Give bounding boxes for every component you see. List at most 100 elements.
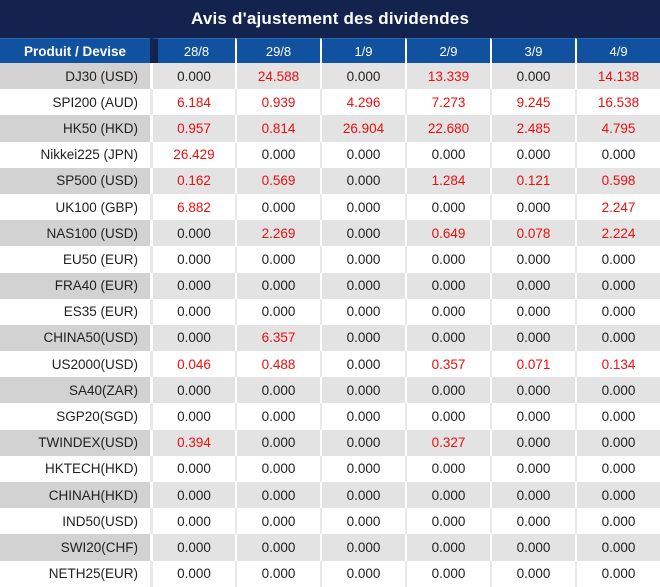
value-cell: 0.957 xyxy=(150,115,235,142)
product-cell: CHINA50(USD) xyxy=(0,324,150,352)
column-header-row: Produit / Devise 28/8 29/8 1/9 2/9 3/9 4/9 xyxy=(0,38,660,63)
value-cell: 0.000 xyxy=(150,246,235,273)
page-title: Avis d'ajustement des dividendes xyxy=(0,0,660,38)
value-cell: 0.000 xyxy=(490,193,575,221)
value-cell: 0.000 xyxy=(235,193,320,221)
value-cell: 0.000 xyxy=(150,534,235,561)
value-cell: 0.000 xyxy=(150,272,235,299)
value-cell: 0.000 xyxy=(405,560,490,587)
value-cell: 26.429 xyxy=(150,141,235,168)
value-cell: 0.000 xyxy=(320,324,405,352)
value-cell: 0.000 xyxy=(235,482,320,509)
value-cell: 0.000 xyxy=(320,534,405,561)
value-cell: 0.000 xyxy=(575,403,660,430)
value-cell: 0.488 xyxy=(235,351,320,378)
value-cell: 0.121 xyxy=(490,167,575,194)
value-cell: 0.000 xyxy=(405,193,490,221)
value-cell: 0.000 xyxy=(320,141,405,168)
value-cell: 0.000 xyxy=(490,429,575,456)
table-row: FRA40 (EUR) 0.000 0.000 0.000 0.000 0.000 0.00… xyxy=(0,272,660,299)
value-cell: 2.485 xyxy=(490,115,575,142)
value-cell: 0.000 xyxy=(150,508,235,535)
value-cell: 0.000 xyxy=(320,272,405,299)
value-cell: 9.245 xyxy=(490,89,575,116)
value-cell: 0.000 xyxy=(150,298,235,325)
value-cell: 0.000 xyxy=(575,141,660,168)
value-cell: 0.000 xyxy=(575,482,660,509)
column-header-date: 3/9 xyxy=(490,38,575,63)
value-cell: 0.000 xyxy=(575,455,660,482)
column-header-date: 2/9 xyxy=(405,38,490,63)
value-cell: 0.000 xyxy=(575,377,660,404)
value-cell: 0.000 xyxy=(235,534,320,561)
value-cell: 6.357 xyxy=(235,324,320,352)
value-cell: 0.598 xyxy=(575,167,660,194)
table-row: NETH25(EUR) 0.000 0.000 0.000 0.000 0.000 0.00… xyxy=(0,560,660,587)
value-cell: 0.000 xyxy=(150,377,235,404)
value-cell: 0.000 xyxy=(490,455,575,482)
value-cell: 0.000 xyxy=(320,560,405,587)
value-cell: 6.184 xyxy=(150,89,235,116)
value-cell: 0.000 xyxy=(320,63,405,90)
value-cell: 22.680 xyxy=(405,115,490,142)
value-cell: 0.000 xyxy=(320,220,405,247)
table-row: DJ30 (USD) 0.000 24.588 0.000 13.339 0.000 14.… xyxy=(0,63,660,90)
value-cell: 0.134 xyxy=(575,351,660,378)
value-cell: 0.000 xyxy=(405,534,490,561)
value-cell: 0.649 xyxy=(405,220,490,247)
table-row: HK50 (HKD) 0.957 0.814 26.904 22.680 2.485 4.7… xyxy=(0,115,660,142)
table-row: Nikkei225 (JPN) 26.429 0.000 0.000 0.000 0.00… xyxy=(0,141,660,168)
value-cell: 0.000 xyxy=(405,246,490,273)
value-cell: 0.000 xyxy=(490,63,575,90)
value-cell: 0.162 xyxy=(150,167,235,194)
product-cell: NETH25(EUR) xyxy=(0,560,150,587)
product-cell: CHINAH(HKD) xyxy=(0,482,150,509)
value-cell: 0.000 xyxy=(320,403,405,430)
product-cell: SP500 (USD) xyxy=(0,167,150,194)
value-cell: 0.000 xyxy=(405,298,490,325)
value-cell: 0.000 xyxy=(490,508,575,535)
value-cell: 2.269 xyxy=(235,220,320,247)
table-row: SGP20(SGD) 0.000 0.000 0.000 0.000 0.000 0.000 xyxy=(0,403,660,430)
value-cell: 0.357 xyxy=(405,351,490,378)
value-cell: 0.000 xyxy=(320,429,405,456)
column-header-date: 4/9 xyxy=(575,38,660,63)
product-cell: SGP20(SGD) xyxy=(0,403,150,430)
value-cell: 0.000 xyxy=(320,246,405,273)
value-cell: 0.000 xyxy=(490,377,575,404)
product-cell: SPI200 (AUD) xyxy=(0,89,150,116)
value-cell: 26.904 xyxy=(320,115,405,142)
value-cell: 0.000 xyxy=(235,141,320,168)
value-cell: 0.000 xyxy=(405,508,490,535)
value-cell: 0.000 xyxy=(235,429,320,456)
value-cell: 0.000 xyxy=(405,141,490,168)
product-cell: DJ30 (USD) xyxy=(0,63,150,90)
value-cell: 0.000 xyxy=(575,272,660,299)
product-cell: ES35 (EUR) xyxy=(0,298,150,325)
value-cell: 0.000 xyxy=(490,141,575,168)
value-cell: 0.000 xyxy=(235,246,320,273)
product-cell: NAS100 (USD) xyxy=(0,220,150,247)
value-cell: 0.000 xyxy=(575,534,660,561)
product-cell: FRA40 (EUR) xyxy=(0,272,150,299)
value-cell: 0.000 xyxy=(235,403,320,430)
value-cell: 0.078 xyxy=(490,220,575,247)
value-cell: 0.000 xyxy=(235,560,320,587)
value-cell: 0.000 xyxy=(150,324,235,352)
product-cell: US2000(USD) xyxy=(0,351,150,378)
value-cell: 0.000 xyxy=(320,351,405,378)
product-cell: SA40(ZAR) xyxy=(0,377,150,404)
value-cell: 2.247 xyxy=(575,193,660,221)
value-cell: 0.000 xyxy=(490,324,575,352)
value-cell: 0.000 xyxy=(235,377,320,404)
value-cell: 4.795 xyxy=(575,115,660,142)
value-cell: 0.000 xyxy=(235,272,320,299)
value-cell: 0.394 xyxy=(150,429,235,456)
table-row: CHINA50(USD) 0.000 6.357 0.000 0.000 0.000 0.0… xyxy=(0,324,660,352)
value-cell: 0.046 xyxy=(150,351,235,378)
column-header-product: Produit / Devise xyxy=(0,38,150,63)
column-header-date: 29/8 xyxy=(235,38,320,63)
table-row: TWINDEX(USD) 0.394 0.000 0.000 0.327 0.000 0.0… xyxy=(0,429,660,456)
value-cell: 0.814 xyxy=(235,115,320,142)
